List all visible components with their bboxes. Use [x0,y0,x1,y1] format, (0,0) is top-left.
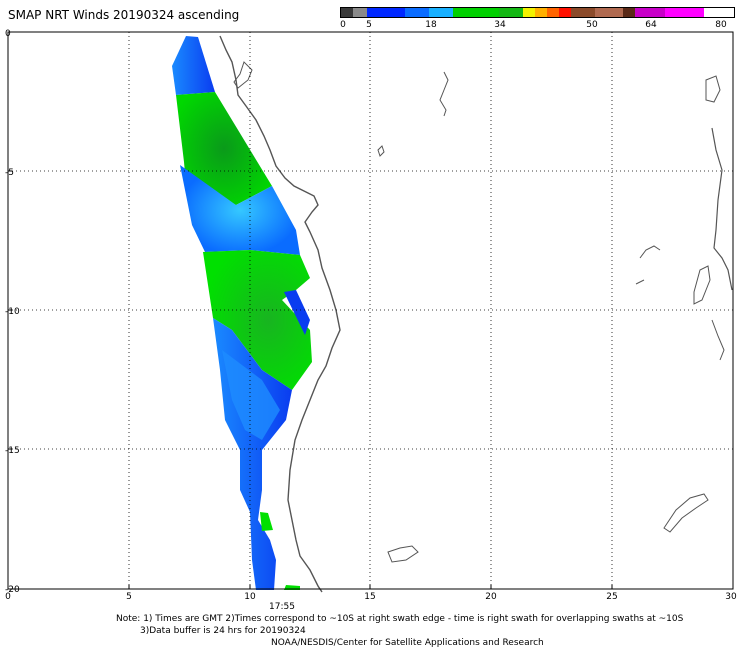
coastline-small-1 [377,145,385,157]
x-tick-5: 5 [126,592,132,602]
coastline-east-1 [705,75,721,103]
grid-lines [8,32,733,589]
colorbar-segment [341,8,353,17]
note-line-3: NOAA/NESDIS/Center for Satellite Applica… [271,638,544,648]
swath-blue-right [284,290,310,335]
colorbar-label-64: 64 [645,20,657,30]
colorbar-segment [595,8,623,17]
swath-blue-top [172,36,215,95]
x-tick-30: 30 [725,592,737,602]
note-line-1: Note: 1) Times are GMT 2)Times correspon… [116,614,684,624]
colorbar-segment [405,8,429,17]
coastline-africa [219,35,341,593]
map-frame [7,31,734,590]
x-tick-20: 20 [485,592,497,602]
axis-ticks [8,170,613,589]
coastline-south-patch [387,545,419,563]
colorbar-label-34: 34 [494,20,506,30]
y-tick-5: -5 [5,168,14,178]
coastline-east-2 [693,265,711,305]
colorbar-segment [367,8,405,17]
y-tick-15: -15 [5,446,20,456]
coastline-madagascar [711,127,733,291]
coastline-island-1 [233,61,253,89]
colorbar-label-5: 5 [366,20,372,30]
swath-time-label: 17:55 [269,602,295,612]
colorbar-label-18: 18 [425,20,437,30]
colorbar-segment [453,8,499,17]
x-tick-10: 10 [244,592,256,602]
swath-green-patch-1 [260,512,273,531]
colorbar-segment [665,8,704,17]
colorbar-segment [559,8,571,17]
colorbar-segment [571,8,595,17]
colorbar-labels: 0 5 18 34 50 64 80 [0,20,740,34]
y-tick-10: -10 [5,307,20,317]
swath-blue-south-light [222,350,280,440]
colorbar-segment [635,8,665,17]
colorbar-segment [429,8,453,17]
colorbar-segment [499,8,523,17]
coastline-lake [439,71,449,117]
coastline-southeast [663,493,709,533]
x-tick-0: 0 [5,592,11,602]
note-line-2: 3)Data buffer is 24 hrs for 20190324 [140,626,306,636]
coastline-east-3 [711,319,725,361]
x-tick-15: 15 [364,592,375,602]
swath-green-mid [203,250,312,390]
x-tick-25: 25 [606,592,617,602]
colorbar [340,7,735,18]
colorbar-label-50: 50 [586,20,598,30]
y-tick-0: 0 [5,29,11,39]
colorbar-label-80: 80 [715,20,727,30]
colorbar-segment [353,8,367,17]
swath-green-north [176,92,272,205]
coastline-small-2 [639,245,661,259]
colorbar-segment [547,8,559,17]
swath-blue-mid [180,165,300,255]
y-tick-20: -20 [5,585,20,595]
coastline-small-3 [635,279,645,285]
colorbar-segment [523,8,535,17]
map-title: SMAP NRT Winds 20190324 ascending [8,8,240,22]
colorbar-segment [623,8,635,17]
colorbar-label-0: 0 [340,20,346,30]
colorbar-segment [535,8,547,17]
